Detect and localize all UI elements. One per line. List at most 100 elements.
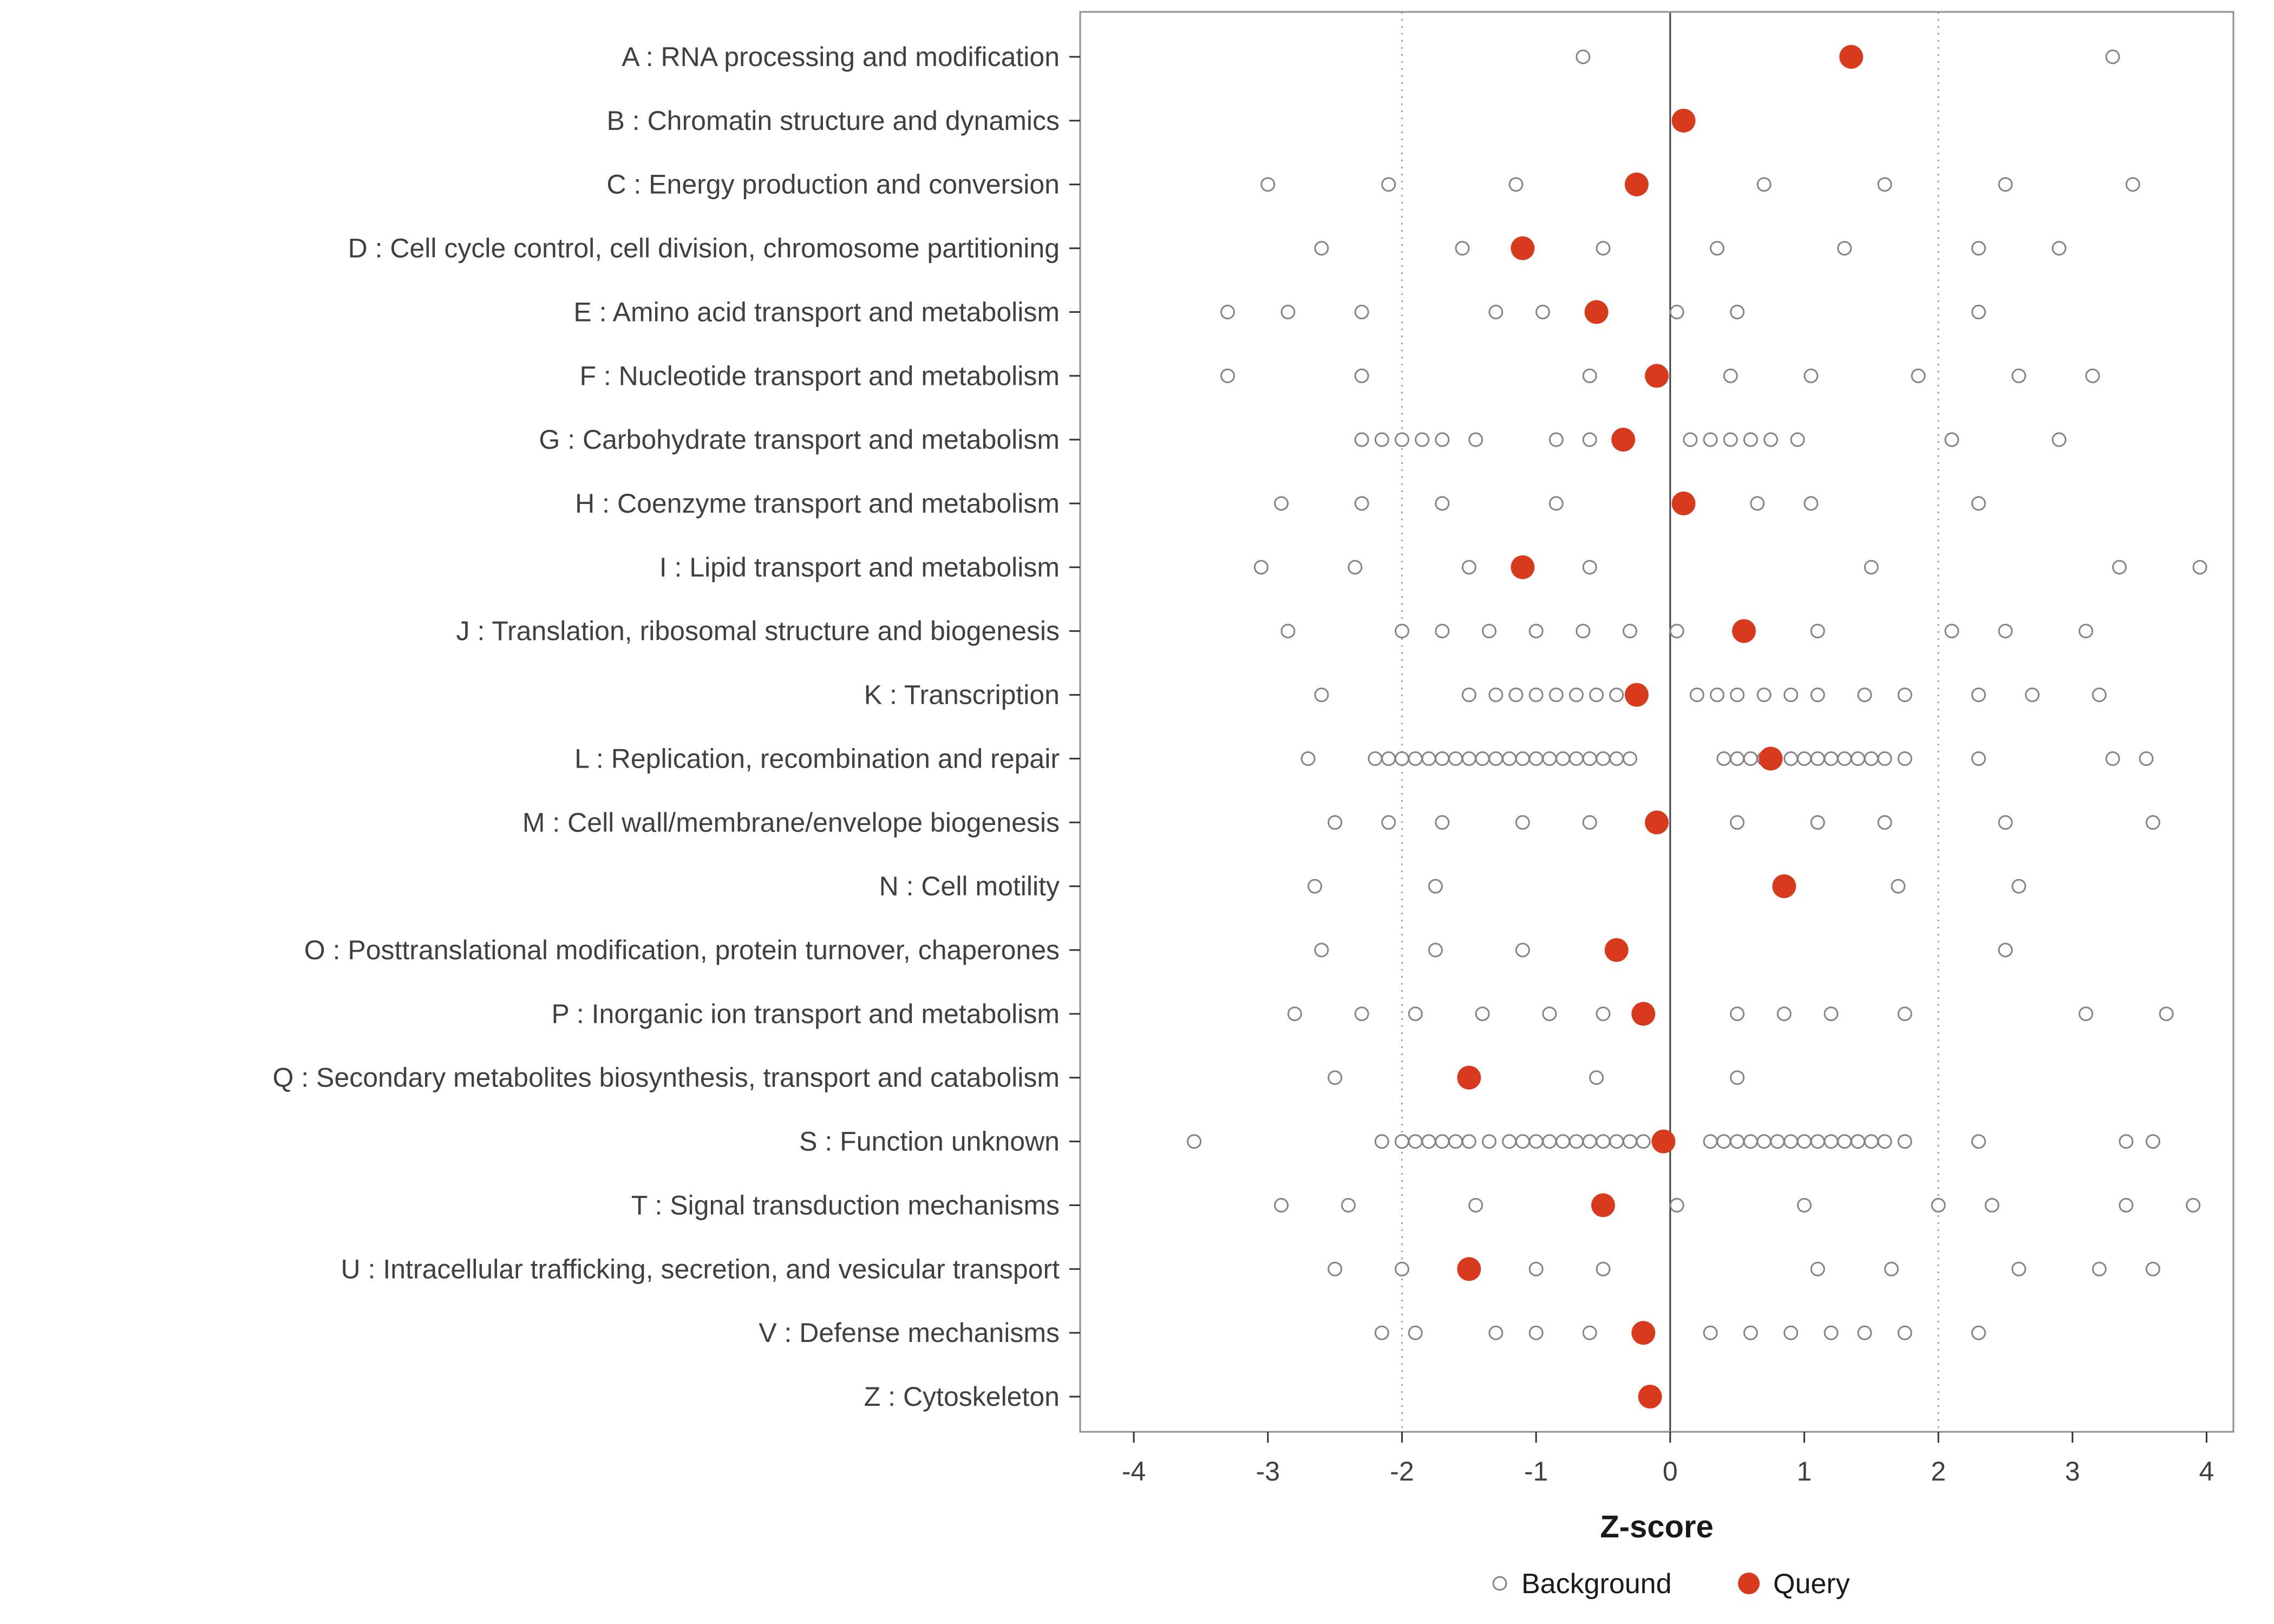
background-point — [1582, 560, 1597, 575]
background-point — [1488, 751, 1504, 766]
background-point — [1569, 751, 1584, 766]
background-point — [1576, 49, 1591, 64]
background-point — [1354, 1006, 1369, 1021]
background-point — [1415, 432, 1430, 447]
background-point — [2079, 1006, 2094, 1021]
legend-query-label: Query — [1773, 1568, 1850, 1600]
background-point — [1837, 241, 1852, 256]
background-point — [1354, 304, 1369, 319]
background-point — [1703, 1325, 1718, 1340]
query-point — [1584, 300, 1609, 324]
background-point — [1636, 1134, 1651, 1149]
background-point — [1998, 815, 2013, 830]
background-point — [1998, 624, 2013, 639]
background-point — [1723, 368, 1738, 383]
background-point — [1877, 815, 1892, 830]
x-tick-label: -2 — [1390, 1456, 1414, 1487]
background-point — [2051, 241, 2067, 256]
x-tick-label: 4 — [2199, 1456, 2214, 1487]
background-point — [1897, 1325, 1912, 1340]
background-point — [1971, 1134, 1986, 1149]
background-point — [1723, 432, 1738, 447]
background-point — [1280, 304, 1296, 319]
background-point — [1488, 304, 1504, 319]
background-point — [1596, 1006, 1611, 1021]
category-label: T : Signal transduction mechanisms — [631, 1190, 1060, 1220]
background-point — [1582, 368, 1597, 383]
background-point — [1461, 560, 1476, 575]
background-point — [1435, 432, 1450, 447]
query-point — [1638, 1385, 1662, 1409]
background-point — [1354, 368, 1369, 383]
background-point — [1596, 241, 1611, 256]
background-point — [2145, 1134, 2160, 1149]
background-point — [1582, 1134, 1597, 1149]
background-point — [1381, 177, 1396, 192]
background-point — [1394, 624, 1409, 639]
background-point — [1877, 177, 1892, 192]
background-point — [1515, 751, 1530, 766]
background-point — [1998, 942, 2013, 958]
background-point — [1368, 751, 1383, 766]
background-point — [1374, 432, 1389, 447]
background-point — [2105, 49, 2120, 64]
background-point — [1837, 751, 1852, 766]
background-point — [1481, 624, 1497, 639]
background-point — [1307, 879, 1322, 894]
category-label: E : Amino acid transport and metabolism — [573, 297, 1060, 327]
background-point — [1381, 751, 1396, 766]
background-point — [1408, 751, 1423, 766]
query-point — [1759, 746, 1783, 771]
background-point — [1374, 1325, 1389, 1340]
background-point — [1314, 942, 1329, 958]
background-point — [1609, 1134, 1624, 1149]
background-point — [1783, 687, 1799, 703]
background-point — [1911, 368, 1926, 383]
background-point — [1508, 177, 1524, 192]
background-point — [1796, 1134, 1812, 1149]
background-point — [1408, 1325, 1423, 1340]
background-point — [1394, 1261, 1409, 1276]
background-point — [2139, 751, 2154, 766]
background-point — [2125, 177, 2140, 192]
background-point — [2092, 687, 2107, 703]
background-point — [1596, 751, 1611, 766]
background-point — [1354, 432, 1369, 447]
query-point — [1631, 1001, 1656, 1026]
background-point — [1756, 1134, 1772, 1149]
background-point — [2079, 624, 2094, 639]
background-point — [1314, 687, 1329, 703]
background-point — [1354, 496, 1369, 511]
background-point — [1709, 241, 1724, 256]
background-point — [1891, 879, 1906, 894]
background-point — [1569, 1134, 1584, 1149]
background-point — [1609, 751, 1624, 766]
background-point — [1475, 751, 1490, 766]
background-point — [2186, 1197, 2201, 1213]
background-point — [1582, 1325, 1597, 1340]
query-point — [1511, 555, 1535, 579]
background-point — [1743, 751, 1758, 766]
background-point — [1730, 1070, 1745, 1085]
background-point — [1803, 368, 1819, 383]
query-point — [1457, 1257, 1481, 1281]
background-point — [1582, 815, 1597, 830]
background-point — [1971, 304, 1986, 319]
background-point — [1783, 1325, 1799, 1340]
background-point — [1314, 241, 1329, 256]
category-label: N : Cell motility — [879, 871, 1060, 901]
category-label: Z : Cytoskeleton — [864, 1381, 1060, 1412]
background-point — [1488, 1325, 1504, 1340]
background-point — [1669, 1197, 1684, 1213]
background-point — [1589, 687, 1604, 703]
background-point — [1301, 751, 1316, 766]
background-point — [2119, 1197, 2134, 1213]
background-point — [1556, 1134, 1571, 1149]
background-point — [2145, 1261, 2160, 1276]
background-point — [1851, 751, 1866, 766]
background-point — [2011, 368, 2027, 383]
background-point — [1971, 496, 1986, 511]
background-point — [1776, 1006, 1792, 1021]
background-point — [1824, 1006, 1839, 1021]
query-point — [1671, 492, 1696, 515]
